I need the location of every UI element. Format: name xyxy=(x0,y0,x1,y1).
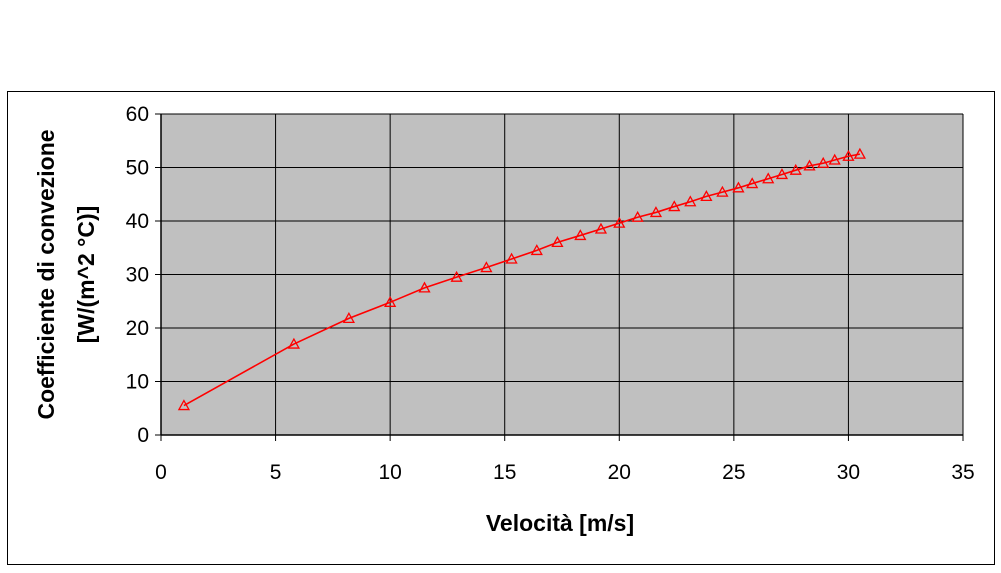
data-point xyxy=(631,210,644,222)
data-point xyxy=(505,252,518,264)
data-point xyxy=(177,399,191,411)
y-tick-label: 60 xyxy=(126,103,149,126)
x-tick-label: 20 xyxy=(608,461,631,484)
data-point xyxy=(853,147,866,159)
data-point xyxy=(480,261,493,273)
data-point xyxy=(732,181,745,193)
y-tick-label: 50 xyxy=(126,157,149,180)
x-tick-label: 0 xyxy=(155,461,167,484)
x-tick-label: 15 xyxy=(493,461,516,484)
data-point xyxy=(828,153,841,165)
data-point xyxy=(668,200,681,212)
data-point xyxy=(450,270,463,282)
y-tick-label: 10 xyxy=(126,371,149,394)
x-tick-label: 5 xyxy=(270,461,282,484)
y-tick-label: 20 xyxy=(126,317,149,340)
data-point xyxy=(700,190,713,202)
data-point xyxy=(716,185,729,197)
series-velocita-coefficiente xyxy=(177,147,866,411)
data-point xyxy=(649,206,663,218)
data-point xyxy=(287,337,301,349)
data-point xyxy=(613,216,626,228)
x-axis-title: Velocità [m/s] xyxy=(486,510,634,536)
x-tick-label: 35 xyxy=(951,461,974,484)
y-tick-label: 0 xyxy=(137,424,149,447)
data-point xyxy=(789,163,802,175)
y-tick-label: 40 xyxy=(126,210,149,233)
x-tick-label: 30 xyxy=(837,461,860,484)
chart-frame xyxy=(7,91,995,565)
data-point xyxy=(530,244,543,256)
data-point xyxy=(384,295,397,307)
data-point xyxy=(803,159,816,171)
data-point xyxy=(842,149,855,161)
y-axis-title: Coefficiente di convezione [W/(m^2 °C)] xyxy=(33,129,99,419)
data-point xyxy=(574,229,587,241)
data-point xyxy=(817,156,830,168)
series-line xyxy=(183,153,861,407)
y-tick-label: 30 xyxy=(126,264,149,287)
y-axis-ticks: 0 10 20 30 40 50 60 xyxy=(126,103,161,447)
data-point xyxy=(746,177,759,189)
x-axis-ticks: 0 5 10 15 20 25 30 35 xyxy=(155,435,975,484)
data-point xyxy=(775,168,789,180)
data-point xyxy=(762,172,775,184)
x-tick-label: 10 xyxy=(378,461,401,484)
y-axis-title-line-2: [W/(m^2 °C)] xyxy=(73,206,99,344)
x-tick-label: 25 xyxy=(722,461,745,484)
grid-lines xyxy=(161,113,964,435)
data-point xyxy=(342,312,356,324)
data-point xyxy=(551,236,564,248)
data-point xyxy=(418,281,431,293)
data-point xyxy=(594,222,608,234)
data-point xyxy=(684,195,697,207)
y-axis-title-line-1: Coefficiente di convezione xyxy=(33,129,59,419)
